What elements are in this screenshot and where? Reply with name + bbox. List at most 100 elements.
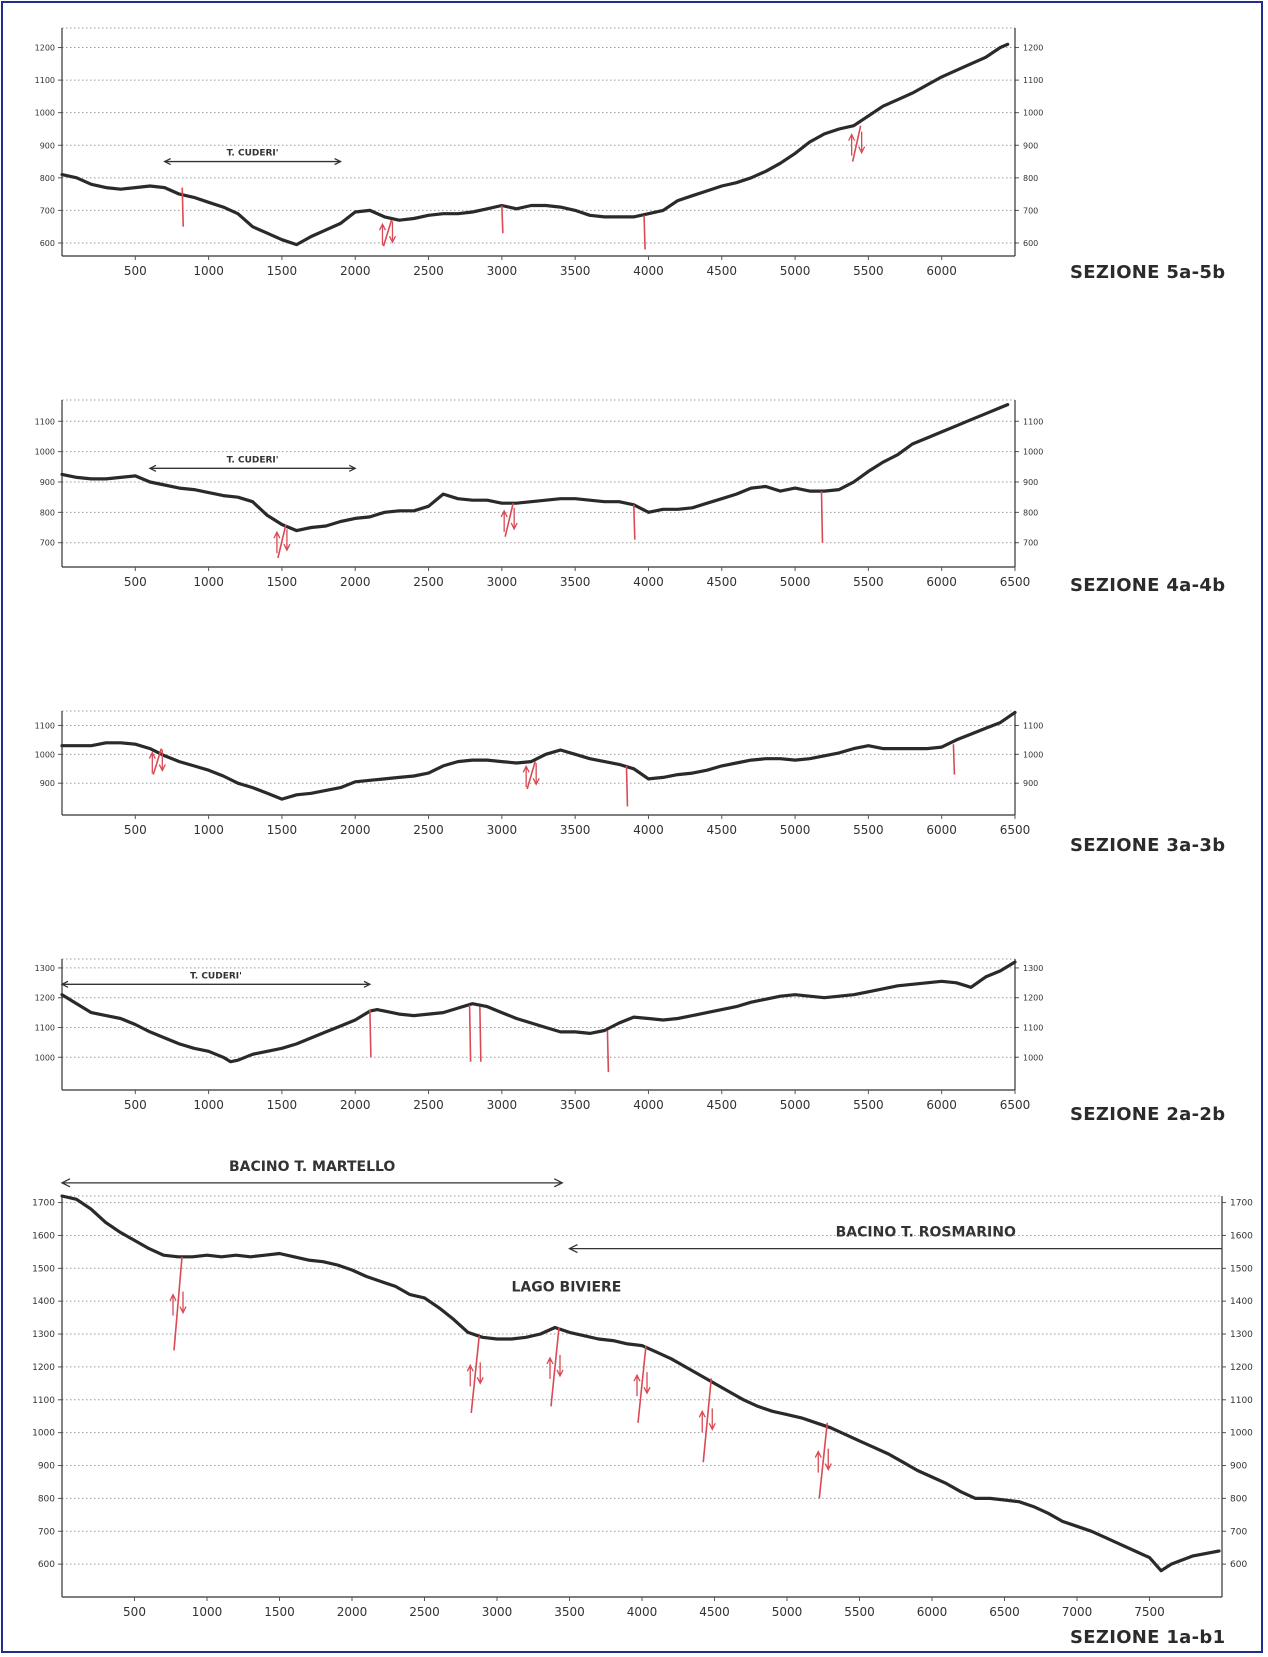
- x-tick-label: 4000: [627, 1605, 658, 1619]
- fault-trace: [550, 1327, 560, 1407]
- x-tick-label: 2000: [337, 1605, 368, 1619]
- x-tick-label: 6000: [917, 1605, 948, 1619]
- y-tick-label-right: 1200: [1023, 994, 1043, 1003]
- y-tick-label: 800: [38, 1494, 55, 1504]
- x-tick-label: 1000: [193, 575, 224, 589]
- x-tick-label: 2500: [413, 1098, 444, 1112]
- fault-arrow-up: [169, 1293, 177, 1316]
- y-tick-label-right: 600: [1230, 1560, 1247, 1570]
- annotation-label: T. CUDERI': [227, 149, 279, 159]
- profile-panel-3: 900 900 1000 1000 1100 1100 500 1000 1500 2000 250…: [35, 710, 1043, 837]
- x-tick-label: 2000: [340, 264, 371, 278]
- x-tick-label: 5500: [853, 1098, 884, 1112]
- y-tick-label-right: 1100: [1023, 1023, 1043, 1032]
- x-tick-label: 6000: [926, 1098, 957, 1112]
- fault-marker: [500, 503, 518, 537]
- fault-line: [643, 215, 646, 250]
- fault-arrow-down: [388, 221, 397, 244]
- fault-marker: [169, 1256, 187, 1351]
- annotation-label: BACINO T. MARTELLO: [229, 1159, 395, 1175]
- x-tick-label: 4000: [633, 823, 664, 837]
- label-sezione-2a-2b: SEZIONE 2a-2b: [1070, 1104, 1226, 1125]
- y-tick-label: 1000: [35, 448, 55, 457]
- fault-arrow-down: [283, 529, 291, 552]
- x-tick-label: 5500: [853, 575, 884, 589]
- x-tick-label: 1000: [192, 1605, 223, 1619]
- fault-trace: [818, 1422, 829, 1499]
- y-tick-label: 1300: [32, 1330, 55, 1340]
- x-tick-label: 5000: [772, 1605, 803, 1619]
- y-tick-label-right: 800: [1023, 508, 1038, 517]
- x-tick-label: 2000: [340, 823, 371, 837]
- x-tick-label: 500: [123, 1605, 146, 1619]
- x-tick-label: 4500: [699, 1605, 730, 1619]
- y-tick-label: 1100: [35, 721, 55, 730]
- arrow-head-right: [363, 980, 372, 988]
- x-tick-label: 2500: [413, 264, 444, 278]
- fault-marker: [814, 1422, 832, 1499]
- y-tick-label: 1500: [32, 1264, 55, 1274]
- fault-arrow-up: [633, 1373, 641, 1397]
- y-tick-label: 1200: [32, 1363, 55, 1373]
- x-tick-label: 3500: [560, 264, 591, 278]
- x-tick-label: 2000: [340, 1098, 371, 1112]
- x-tick-label: 6500: [1000, 575, 1031, 589]
- y-tick-label-right: 1500: [1230, 1264, 1253, 1274]
- y-tick-label: 700: [38, 1527, 55, 1537]
- x-tick-label: 6500: [1000, 1098, 1031, 1112]
- x-tick-label: 1500: [267, 264, 298, 278]
- x-tick-label: 2500: [413, 575, 444, 589]
- x-tick-label: 4000: [633, 1098, 664, 1112]
- label-sezione-4a-4b: SEZIONE 4a-4b: [1070, 575, 1226, 596]
- x-tick-label: 3500: [554, 1605, 585, 1619]
- fault-trace: [382, 219, 393, 247]
- fault-arrow-up: [848, 133, 856, 156]
- fault-arrow-up: [698, 1409, 706, 1433]
- x-tick-label: 3500: [560, 1098, 591, 1112]
- y-tick-label-right: 1300: [1023, 964, 1043, 973]
- x-tick-label: 500: [124, 1098, 147, 1112]
- x-tick-label: 4500: [706, 264, 737, 278]
- x-tick-label: 6000: [926, 823, 957, 837]
- fault-arrow-up: [466, 1363, 474, 1387]
- fault-arrow-up: [148, 751, 156, 774]
- x-tick-label: 500: [124, 264, 147, 278]
- arrow-head-right: [334, 157, 343, 166]
- y-tick-label: 1100: [35, 417, 55, 426]
- x-tick-label: 2500: [413, 823, 444, 837]
- fault-trace: [152, 748, 163, 775]
- x-tick-label: 6500: [1000, 823, 1031, 837]
- annotation-arrow: BACINO T. MARTELLO: [60, 1159, 564, 1188]
- x-tick-label: 5000: [780, 1098, 811, 1112]
- annotation-arrow: T. CUDERI': [163, 149, 343, 166]
- annotation-label: LAGO BIVIERE: [512, 1279, 622, 1295]
- fault-marker: [633, 1345, 651, 1423]
- fault-trace: [277, 524, 287, 559]
- y-tick-label: 1200: [35, 44, 55, 53]
- y-tick-label-right: 900: [1023, 141, 1038, 150]
- arrow-head-left: [148, 464, 157, 472]
- y-tick-label-right: 1100: [1023, 721, 1043, 730]
- y-tick-label: 1000: [35, 1053, 55, 1062]
- x-tick-label: 5000: [780, 264, 811, 278]
- y-tick-label: 1600: [32, 1231, 55, 1241]
- fault-line: [501, 205, 504, 234]
- fault-line: [606, 1030, 610, 1073]
- y-tick-label: 600: [40, 239, 55, 248]
- profile-panel-2: 700 700 800 800 900 900 1000 1000 1100 1100 500 100…: [35, 399, 1043, 589]
- y-tick-label-right: 1100: [1023, 417, 1043, 426]
- x-tick-label: 500: [124, 823, 147, 837]
- y-tick-label-right: 1700: [1230, 1199, 1253, 1209]
- fault-arrow-up: [814, 1450, 822, 1473]
- fault-line: [468, 1005, 472, 1062]
- annotation-label: T. CUDERI': [227, 455, 279, 465]
- profile-line: [60, 1194, 1221, 1573]
- y-tick-label-right: 800: [1023, 174, 1038, 183]
- y-tick-label-right: 700: [1023, 539, 1038, 548]
- y-tick-label-right: 1000: [1023, 750, 1043, 759]
- y-tick-label-right: 1600: [1230, 1231, 1253, 1241]
- fault-arrow-up: [500, 509, 508, 532]
- fault-trace: [173, 1256, 183, 1351]
- label-sezione-1a-b1: SEZIONE 1a-b1: [1070, 1627, 1226, 1648]
- fault-arrow-up: [378, 222, 387, 246]
